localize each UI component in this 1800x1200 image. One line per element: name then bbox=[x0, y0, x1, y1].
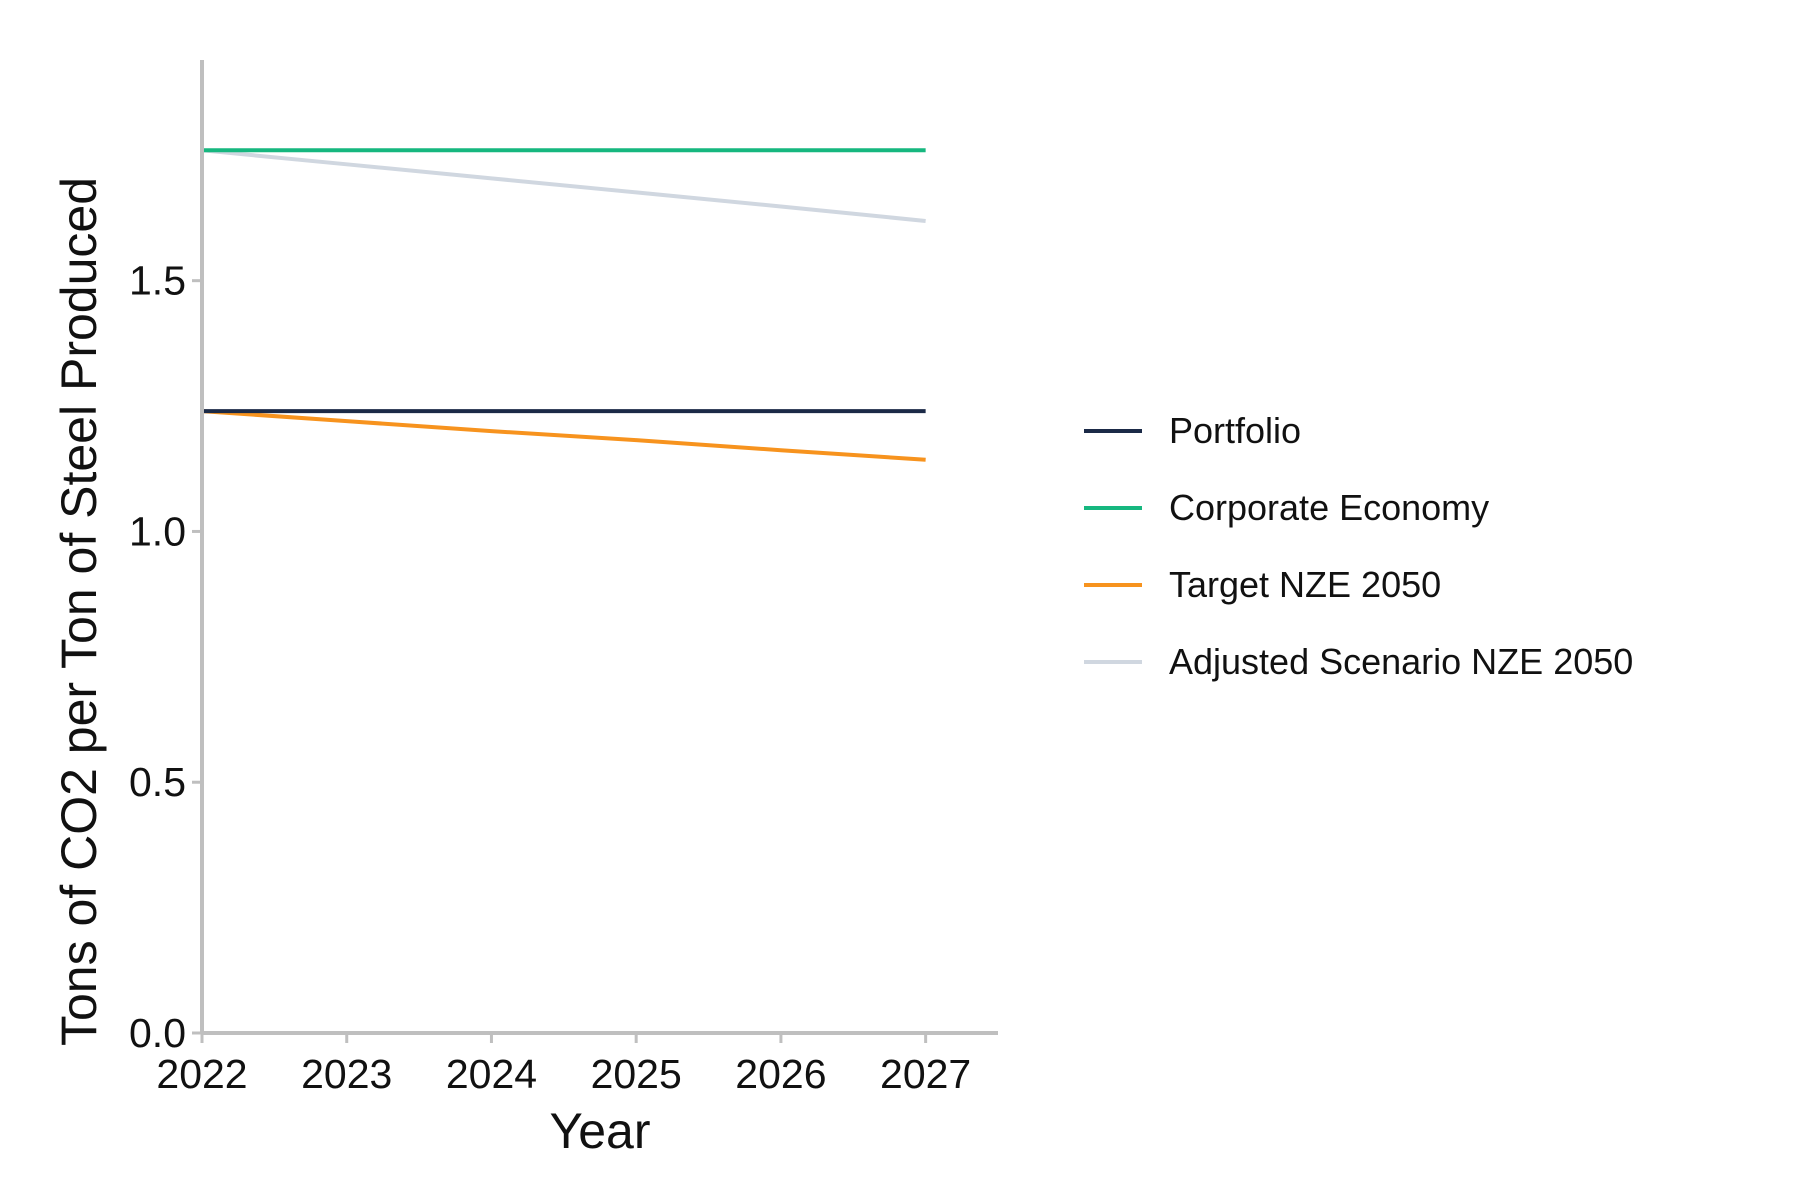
y-tick-label: 0.0 bbox=[129, 1010, 186, 1056]
legend-label: Portfolio bbox=[1169, 410, 1301, 451]
x-tick-label: 2026 bbox=[735, 1051, 826, 1097]
y-tick-label: 1.5 bbox=[129, 258, 186, 304]
x-tick-label: 2025 bbox=[591, 1051, 682, 1097]
x-tick-label: 2023 bbox=[301, 1051, 392, 1097]
x-axis-title: Year bbox=[549, 1103, 650, 1159]
y-axis-ticks: 0.0 0.5 1.0 1.5 bbox=[129, 258, 202, 1056]
x-tick-label: 2024 bbox=[446, 1051, 537, 1097]
axes-layer bbox=[200, 60, 998, 1035]
y-tick-label: 1.0 bbox=[129, 508, 186, 554]
series-line-target-nze-2050 bbox=[201, 409, 926, 462]
x-tick-label: 2027 bbox=[880, 1051, 971, 1097]
x-tick-label: 2022 bbox=[156, 1051, 247, 1097]
series-line-adjusted-scenario-nze-2050 bbox=[201, 148, 926, 223]
legend-label: Corporate Economy bbox=[1169, 487, 1489, 528]
legend-label: Target NZE 2050 bbox=[1169, 564, 1441, 605]
y-tick-label: 0.5 bbox=[129, 759, 186, 805]
series-layer bbox=[201, 148, 926, 462]
x-axis-ticks: 2022 2023 2024 2025 2026 2027 bbox=[156, 1033, 971, 1097]
legend-label: Adjusted Scenario NZE 2050 bbox=[1169, 641, 1633, 682]
legend: Portfolio Corporate Economy Target NZE 205… bbox=[1084, 410, 1633, 682]
y-axis-title: Tons of CO2 per Ton of Steel Produced bbox=[51, 177, 107, 1046]
